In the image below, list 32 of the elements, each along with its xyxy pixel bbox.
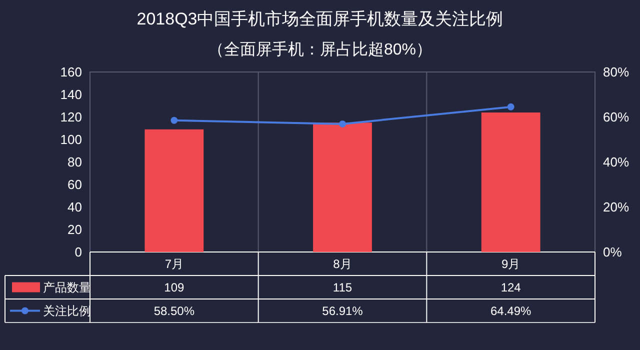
bar [481, 112, 540, 252]
data-label: 115 [332, 280, 352, 294]
y2-tick-label: 60% [603, 110, 630, 124]
y-tick-label: 140 [60, 87, 82, 102]
chart-title: 2018Q3中国手机市场全面屏手机数量及关注比例 [136, 10, 504, 28]
y-tick-label: 20 [68, 222, 82, 237]
y-tick-label: 0 [74, 244, 82, 260]
y-tick-label: 120 [60, 110, 82, 124]
data-label: 124 [500, 280, 522, 294]
y2-tick-label: 0% [603, 244, 622, 260]
x-tick-label: 9月 [501, 256, 520, 271]
data-label: 58.50% [154, 304, 195, 318]
data-label: 56.91% [322, 304, 364, 318]
y-tick-label: 60 [68, 177, 82, 192]
chart-subtitle: （全面屏手机：屏占比超80%） [208, 40, 432, 58]
legend-label: 产品数量 [43, 280, 91, 294]
y-tick-label: 160 [60, 64, 82, 80]
bar [313, 122, 372, 252]
point [339, 120, 346, 128]
y2-tick-label: 80% [603, 64, 630, 80]
point [507, 103, 514, 110]
x-tick-label: 8月 [333, 256, 352, 271]
point [170, 116, 178, 124]
x-tick-label: 7月 [164, 256, 184, 271]
y-tick-label: 100 [60, 132, 82, 147]
y-tick-label: 40 [68, 200, 82, 214]
data-label: 109 [164, 280, 184, 294]
y2-tick-label: 40% [603, 154, 630, 170]
y2-tick-label: 20% [603, 200, 630, 214]
data-label: 64.49% [490, 304, 532, 318]
bar [144, 129, 204, 252]
y-tick-label: 80 [68, 154, 82, 170]
